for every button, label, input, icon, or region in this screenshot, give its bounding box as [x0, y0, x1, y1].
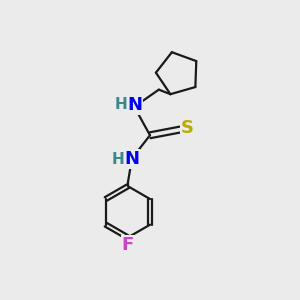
Text: N: N [124, 150, 140, 168]
Text: H: H [115, 97, 128, 112]
Text: N: N [128, 96, 142, 114]
Text: F: F [122, 236, 134, 254]
Text: H: H [112, 152, 125, 166]
Text: S: S [181, 119, 194, 137]
